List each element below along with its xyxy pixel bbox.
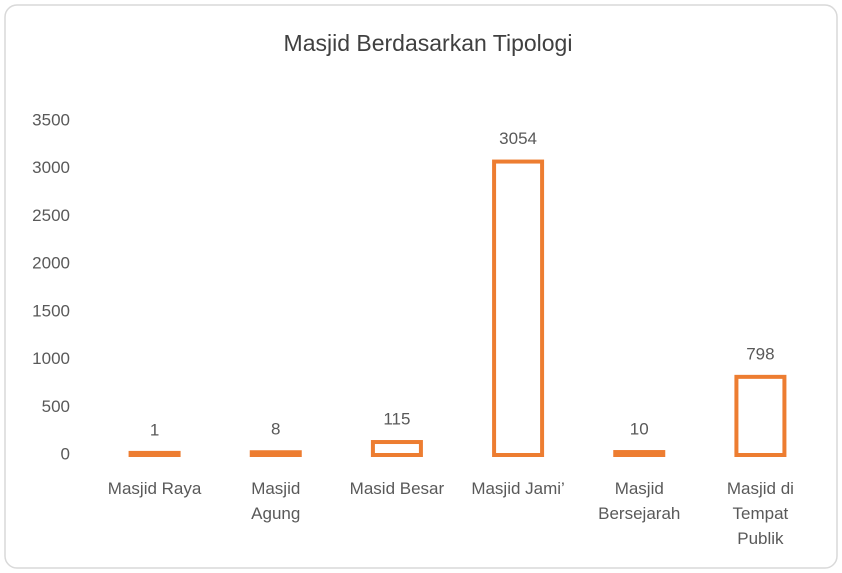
data-label: 1 xyxy=(150,420,159,439)
x-tick-label: Masjid Agung xyxy=(251,479,300,523)
data-label: 10 xyxy=(630,420,649,439)
x-tick-label: Masjid Bersejarah xyxy=(598,479,680,523)
y-tick-label: 2000 xyxy=(32,254,70,273)
data-label: 115 xyxy=(383,410,410,429)
x-tick-label: Masid Besar xyxy=(350,479,445,498)
y-tick-label: 1000 xyxy=(32,349,70,368)
data-label: 8 xyxy=(271,420,280,439)
y-tick-label: 2500 xyxy=(32,206,70,225)
x-tick-label: Masjid Jami’ xyxy=(471,479,565,498)
y-tick-label: 0 xyxy=(61,444,70,463)
bar xyxy=(734,374,787,457)
y-tick-label: 3000 xyxy=(32,158,70,177)
chart-frame xyxy=(4,4,838,569)
y-tick-label: 500 xyxy=(42,397,70,416)
chart-title: Masjid Berdasarkan Tipologi xyxy=(284,30,573,56)
x-tick-label: Masjid di Tempat Publik xyxy=(727,479,794,548)
bar xyxy=(249,450,302,458)
y-tick-label: 3500 xyxy=(32,110,70,129)
bar xyxy=(492,159,545,457)
data-label: 798 xyxy=(746,344,774,363)
y-tick-label: 1500 xyxy=(32,301,70,320)
bar xyxy=(370,440,423,458)
x-tick-label: Masjid Raya xyxy=(108,479,202,498)
bar xyxy=(128,450,181,457)
bar xyxy=(613,450,666,458)
data-label: 3054 xyxy=(499,129,537,148)
